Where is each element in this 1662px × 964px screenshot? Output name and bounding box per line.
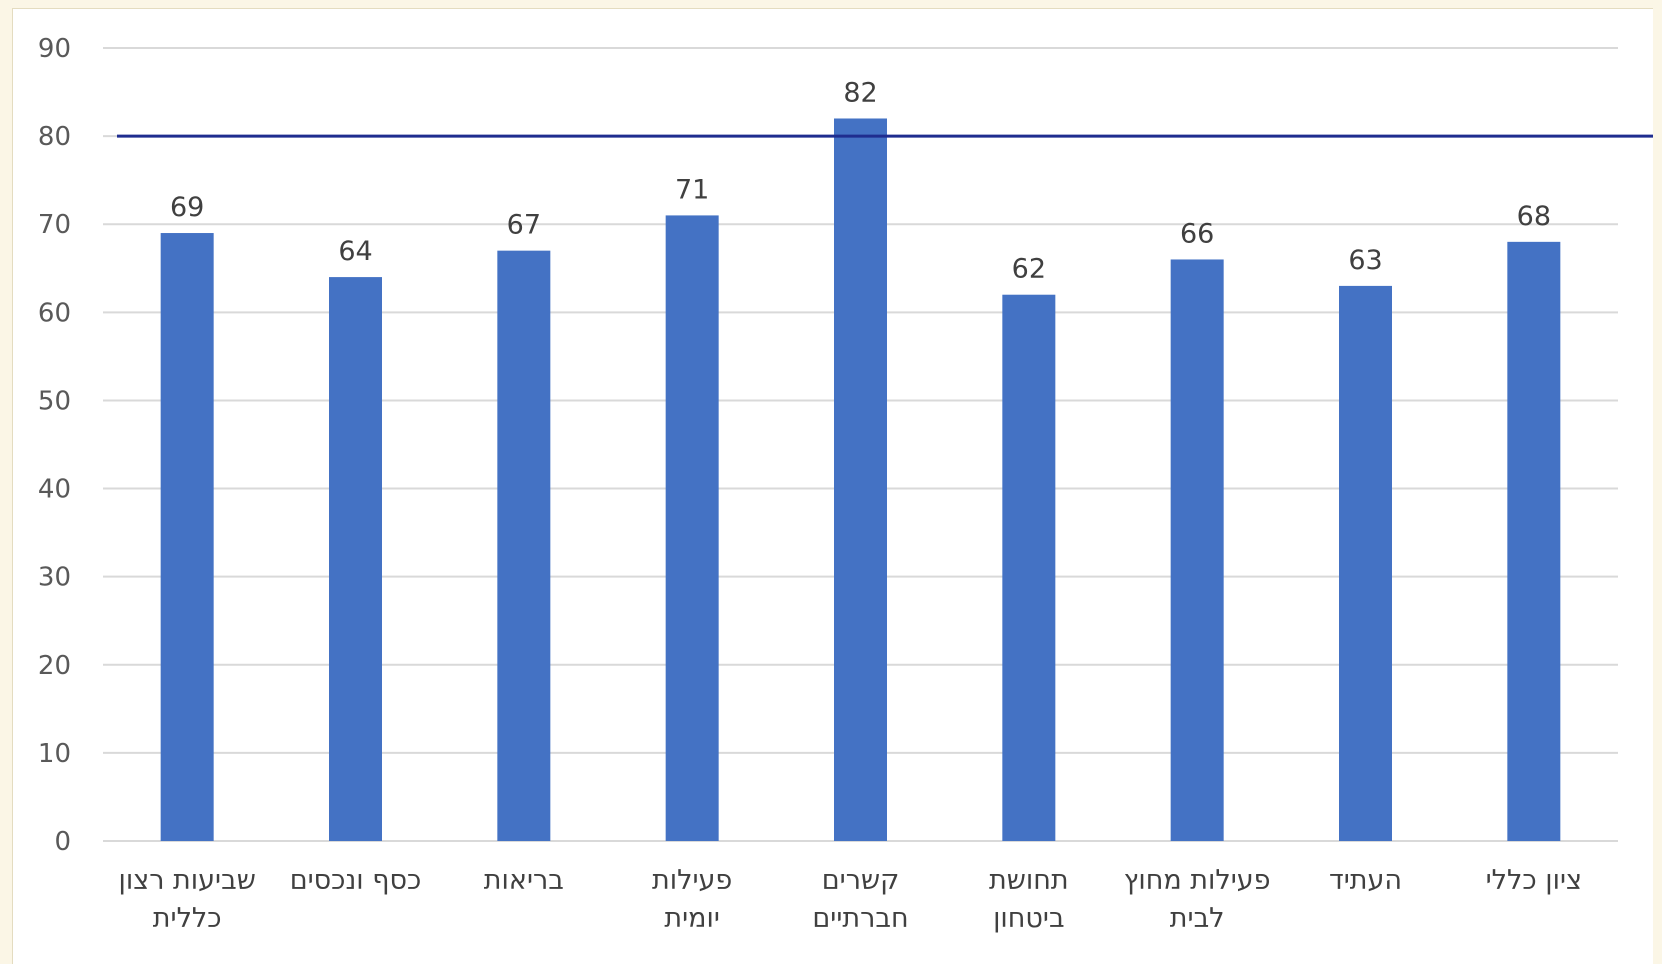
bar bbox=[329, 277, 382, 842]
data-labels: 69 64 67 71 82 62 66 63 68 bbox=[170, 77, 1551, 284]
x-tick-label: בריאות bbox=[484, 865, 564, 896]
x-tick-label-line: פעילות מחוץ bbox=[1124, 865, 1271, 896]
data-label: 69 bbox=[170, 192, 204, 223]
y-axis-ticks: 0 10 20 30 40 50 60 70 80 90 bbox=[38, 34, 71, 857]
x-tick-label: תחושת ביטחון bbox=[989, 865, 1069, 934]
x-tick-label-line: לבית bbox=[1170, 903, 1225, 934]
bar-chart: 0 10 20 30 40 50 60 70 80 90 69 64 67 71 82 62 66 63 68 ש… bbox=[38, 34, 1653, 934]
x-tick-label-line: שביעות רצון bbox=[118, 865, 255, 896]
bar bbox=[1507, 241, 1561, 841]
bar bbox=[1339, 285, 1392, 841]
y-tick-label: 10 bbox=[38, 739, 71, 769]
x-tick-label-line: יומית bbox=[664, 903, 720, 934]
x-tick-label: פעילות מחוץ לבית bbox=[1124, 865, 1271, 934]
x-tick-label-line: בריאות bbox=[484, 865, 564, 896]
x-tick-label-line: חברתיים bbox=[812, 903, 908, 934]
y-tick-label: 50 bbox=[38, 386, 71, 416]
data-label: 67 bbox=[507, 210, 541, 241]
y-tick-label: 0 bbox=[54, 827, 71, 857]
bar bbox=[497, 250, 551, 842]
x-tick-label: שביעות רצון כללית bbox=[118, 865, 255, 934]
data-label: 63 bbox=[1348, 245, 1382, 276]
bar bbox=[834, 118, 887, 841]
data-label: 71 bbox=[675, 174, 709, 205]
y-tick-label: 30 bbox=[38, 563, 71, 593]
y-tick-label: 90 bbox=[38, 34, 71, 64]
x-tick-label-line: העתיד bbox=[1329, 865, 1402, 896]
x-tick-label-line: כסף ונכסים bbox=[290, 865, 422, 896]
x-tick-label-line: ציון כללי bbox=[1486, 865, 1582, 896]
data-label: 64 bbox=[338, 236, 372, 267]
y-tick-label: 70 bbox=[38, 210, 71, 240]
bar bbox=[160, 233, 214, 842]
chart-frame: 0 10 20 30 40 50 60 70 80 90 69 64 67 71 82 62 66 63 68 ש… bbox=[12, 8, 1653, 964]
y-tick-label: 60 bbox=[38, 298, 71, 328]
bars bbox=[160, 118, 1561, 842]
x-tick-label-line: תחושת bbox=[989, 865, 1069, 896]
x-tick-label: כסף ונכסים bbox=[290, 865, 422, 896]
x-tick-label-line: פעילות bbox=[652, 865, 732, 896]
data-label: 62 bbox=[1012, 254, 1046, 285]
x-tick-label: פעילות יומית bbox=[652, 865, 732, 934]
data-label: 66 bbox=[1180, 218, 1214, 249]
x-tick-label: קשרים חברתיים bbox=[812, 865, 908, 934]
y-tick-label: 20 bbox=[38, 651, 71, 681]
x-tick-label-line: כללית bbox=[153, 903, 222, 934]
bar bbox=[1002, 294, 1056, 841]
data-label: 82 bbox=[843, 77, 877, 108]
bar bbox=[665, 215, 719, 841]
y-tick-label: 80 bbox=[38, 122, 71, 152]
x-axis-ticks: שביעות רצון כללית כסף ונכסים בריאות פעילות יו… bbox=[118, 865, 1582, 934]
x-tick-label: העתיד bbox=[1329, 865, 1402, 896]
x-tick-label: ציון כללי bbox=[1486, 865, 1582, 896]
x-tick-label-line: ביטחון bbox=[993, 903, 1065, 934]
bar bbox=[1170, 259, 1224, 841]
x-tick-label-line: קשרים bbox=[822, 865, 899, 896]
data-label: 68 bbox=[1517, 201, 1551, 232]
y-tick-label: 40 bbox=[38, 475, 71, 505]
